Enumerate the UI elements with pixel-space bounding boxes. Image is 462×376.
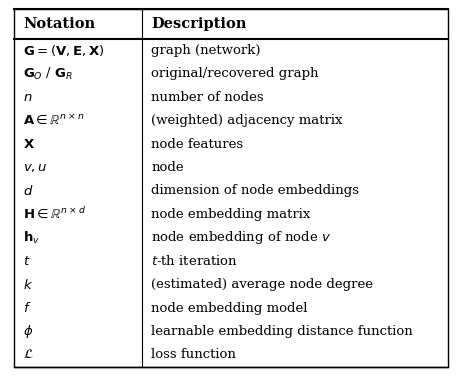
- Text: $\mathbf{h}_v$: $\mathbf{h}_v$: [23, 230, 40, 246]
- Text: node features: node features: [151, 138, 243, 151]
- Text: $\mathbf{G}_O$ / $\mathbf{G}_R$: $\mathbf{G}_O$ / $\mathbf{G}_R$: [23, 66, 73, 82]
- Text: original/recovered graph: original/recovered graph: [151, 67, 319, 80]
- Text: dimension of node embeddings: dimension of node embeddings: [151, 185, 359, 197]
- Text: (weighted) adjacency matrix: (weighted) adjacency matrix: [151, 114, 343, 127]
- Text: $f$: $f$: [23, 301, 31, 315]
- Text: $\mathbf{G} = (\mathbf{V}, \mathbf{E}, \mathbf{X})$: $\mathbf{G} = (\mathbf{V}, \mathbf{E}, \…: [23, 43, 104, 58]
- Text: $t$-th iteration: $t$-th iteration: [151, 254, 238, 268]
- Text: Description: Description: [151, 17, 247, 31]
- Text: number of nodes: number of nodes: [151, 91, 264, 104]
- Text: node embedding matrix: node embedding matrix: [151, 208, 310, 221]
- Text: graph (network): graph (network): [151, 44, 261, 57]
- Text: node: node: [151, 161, 184, 174]
- Text: $\mathcal{L}$: $\mathcal{L}$: [23, 349, 34, 361]
- Text: node embedding of node $v$: node embedding of node $v$: [151, 229, 332, 246]
- Text: Notation: Notation: [23, 17, 95, 31]
- Text: $t$: $t$: [23, 255, 30, 268]
- Text: (estimated) average node degree: (estimated) average node degree: [151, 278, 373, 291]
- Text: $\phi$: $\phi$: [23, 323, 33, 340]
- Text: learnable embedding distance function: learnable embedding distance function: [151, 325, 413, 338]
- Text: $d$: $d$: [23, 184, 34, 198]
- Text: $\mathbf{A} \in \mathbb{R}^{n \times n}$: $\mathbf{A} \in \mathbb{R}^{n \times n}$: [23, 114, 85, 128]
- Text: $\mathbf{X}$: $\mathbf{X}$: [23, 138, 35, 151]
- Text: loss function: loss function: [151, 349, 236, 361]
- Text: $\mathbf{H} \in \mathbb{R}^{n \times d}$: $\mathbf{H} \in \mathbb{R}^{n \times d}$: [23, 206, 86, 222]
- Text: $v,u$: $v,u$: [23, 161, 48, 174]
- Text: $n$: $n$: [23, 91, 33, 104]
- Text: $k$: $k$: [23, 277, 33, 292]
- Text: node embedding model: node embedding model: [151, 302, 308, 315]
